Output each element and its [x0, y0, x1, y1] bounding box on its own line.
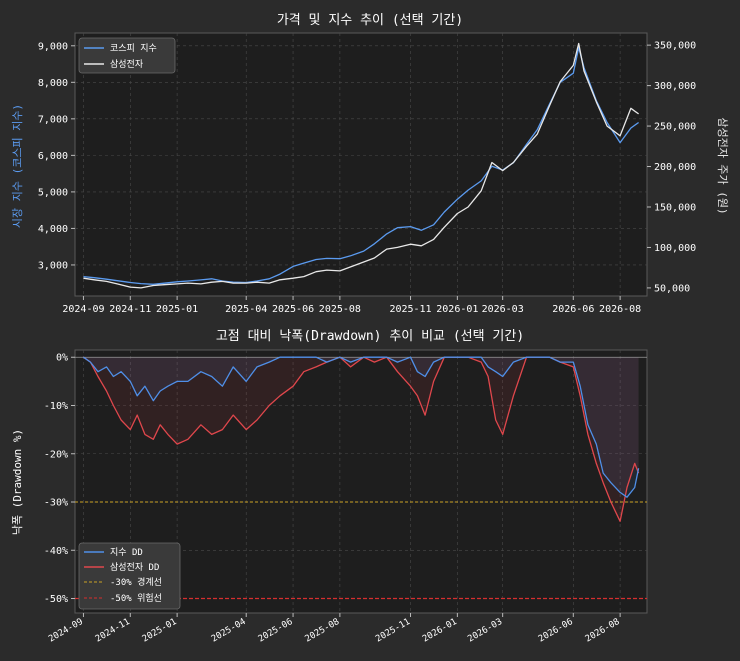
price-chart-series [83, 42, 639, 289]
price-chart-y-label-left: 시장 지수 (코스피 지수) [11, 104, 24, 228]
price-x-tick-label-10: 2026-08 [599, 304, 641, 315]
price-chart-y-ticks-right: 50,000 100,000 150,000 200,000 250,000 300,00… [647, 41, 696, 294]
price-x-tick-label-7: 2026-01 [436, 304, 478, 315]
price-chart-grid [75, 33, 647, 296]
price-chart: 2024-09 2024-11 2025-01 2025-04 2025-06 2025-… [11, 13, 729, 315]
price-y-tick-label-left-2: 5,000 [38, 187, 68, 198]
price-x-tick-label-0: 2024-09 [62, 304, 104, 315]
drawdown-y-tick-label-5: -50% [44, 594, 68, 605]
price-y-tick-label-left-1: 4,000 [38, 224, 68, 235]
samsung-dd-line [83, 356, 640, 522]
legend-label-samsung: 삼성전자 [110, 59, 144, 70]
price-y-tick-label-left-6: 9,000 [38, 41, 68, 52]
price-x-tick-label-3: 2025-04 [225, 304, 267, 315]
price-chart-y-ticks-left: 3,000 4,000 5,000 6,000 7,000 8,000 9,000 [38, 41, 75, 271]
drawdown-y-tick-label-1: -10% [44, 401, 68, 412]
price-y-tick-label-right-3: 200,000 [654, 162, 696, 173]
price-chart-x-ticks: 2024-09 2024-11 2025-01 2025-04 2025-06 2025-… [62, 296, 641, 315]
price-chart-title: 가격 및 지수 추이 (선택 기간) [277, 13, 463, 28]
drawdown-chart-thresholds [75, 356, 647, 600]
price-x-tick-label-8: 2026-03 [482, 304, 524, 315]
price-x-tick-label-1: 2024-11 [109, 304, 151, 315]
price-y-tick-label-right-6: 350,000 [654, 41, 696, 52]
samsung-dd-area [83, 357, 639, 522]
drawdown-y-tick-label-4: -40% [44, 546, 68, 557]
samsung-price-line [83, 42, 639, 289]
drawdown-y-tick-label-2: -20% [44, 449, 68, 460]
price-y-tick-label-left-5: 8,000 [38, 78, 68, 89]
drawdown-chart-legend-box [78, 542, 181, 610]
price-x-tick-label-4: 2025-06 [272, 304, 314, 315]
kospi-dd-area [83, 357, 639, 498]
price-x-tick-label-6: 2025-11 [389, 304, 431, 315]
price-chart-legend: 코스피 지수 삼성전자 [78, 37, 176, 74]
kospi-dd-line [83, 356, 640, 498]
price-chart-y-label-right: 삼성전자 주가 (원) [716, 117, 729, 214]
price-y-tick-label-right-2: 150,000 [654, 202, 696, 213]
drawdown-y-tick-label-3: -30% [44, 498, 68, 509]
legend-label-warn30: -30% 경계선 [110, 576, 162, 588]
drawdown-chart-fill [83, 357, 639, 522]
legend-label-kospi: 코스피 지수 [110, 43, 157, 54]
drawdown-chart-legend: 지수 DD 삼성전자 DD -30% 경계선 -50% 위험선 [78, 542, 181, 610]
price-y-tick-label-right-4: 250,000 [654, 122, 696, 133]
legend-label-samsung-dd: 삼성전자 DD [110, 562, 159, 573]
drawdown-chart-y-label: 낙폭 (Drawdown %) [11, 429, 24, 535]
drawdown-chart-y-ticks: 0% -10% -20% -30% -40% -50% [44, 353, 75, 605]
price-x-tick-label-2: 2025-01 [156, 304, 198, 315]
legend-label-kospi-dd: 지수 DD [110, 547, 143, 558]
drawdown-chart: 2024-09 2024-11 2025-01 2025-04 2025-06 2025-… [11, 329, 648, 645]
price-y-tick-label-right-5: 300,000 [654, 81, 696, 92]
price-y-tick-label-left-3: 6,000 [38, 151, 68, 162]
price-y-tick-label-right-1: 100,000 [654, 243, 696, 254]
price-y-tick-label-right-0: 50,000 [654, 283, 690, 294]
drawdown-chart-series [83, 356, 640, 522]
drawdown-y-tick-label-0: 0% [56, 353, 68, 364]
price-x-tick-label-9: 2026-06 [552, 304, 594, 315]
price-y-tick-label-left-4: 7,000 [38, 114, 68, 125]
price-x-tick-label-5: 2025-08 [319, 304, 361, 315]
legend-label-danger50: -50% 위험선 [110, 593, 162, 604]
price-y-tick-label-left-0: 3,000 [38, 260, 68, 271]
drawdown-chart-title: 고점 대비 낙폭(Drawdown) 추이 비교 (선택 기간) [216, 329, 524, 344]
